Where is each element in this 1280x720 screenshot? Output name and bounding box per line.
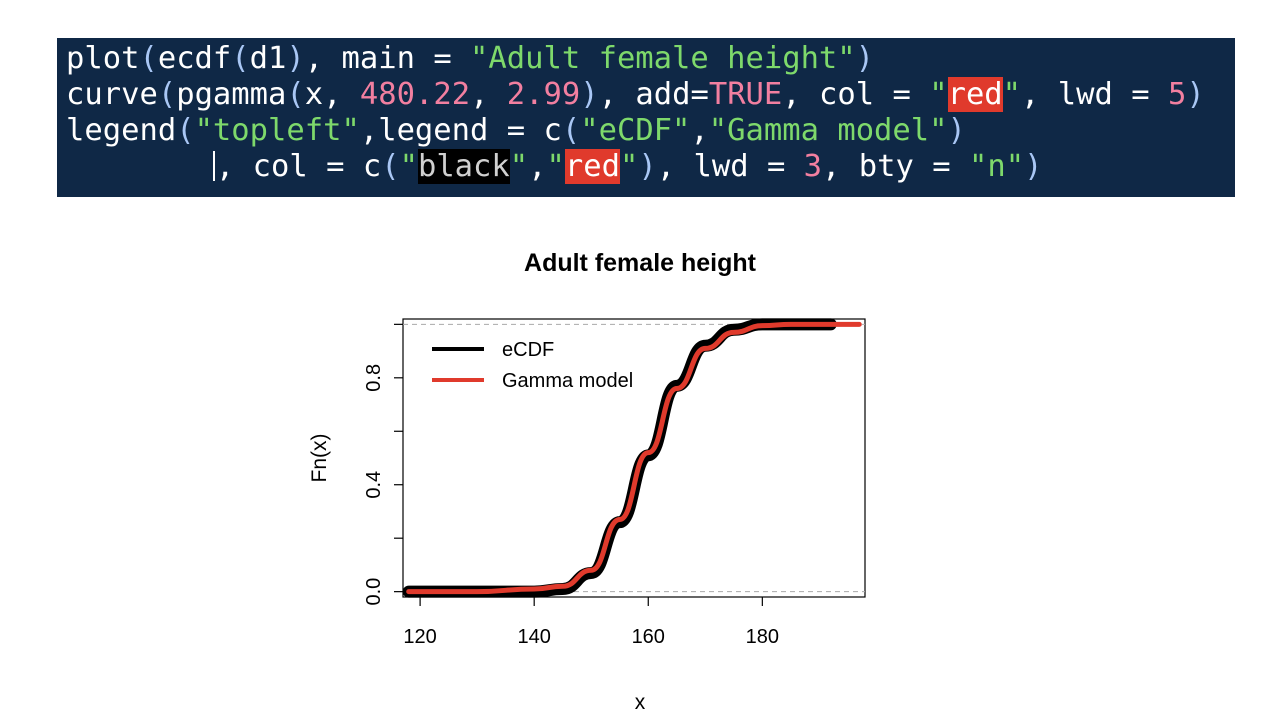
code-quote: " bbox=[546, 149, 565, 184]
code-editor[interactable]: plot(ecdf(d1), main = "Adult female heig… bbox=[57, 38, 1235, 197]
code-token: x bbox=[304, 77, 324, 112]
highlighted-black-text: black bbox=[417, 149, 510, 184]
code-number: 3 bbox=[803, 149, 823, 184]
highlighted-red-text: red bbox=[947, 77, 1003, 112]
gamma-model-line bbox=[406, 321, 862, 595]
text-cursor bbox=[212, 151, 215, 181]
code-token: bty bbox=[858, 149, 914, 184]
code-token: c bbox=[362, 149, 382, 184]
code-token: main bbox=[341, 41, 415, 76]
ecdf-line bbox=[402, 318, 837, 598]
y-tick-label: 0.0 bbox=[363, 578, 385, 606]
code-token: col bbox=[252, 149, 308, 184]
code-token: ecdf bbox=[157, 41, 232, 76]
code-line-4: , col = c("black","red"), lwd = 3, bty =… bbox=[66, 149, 1042, 185]
code-string: "Adult female height" bbox=[470, 41, 856, 76]
code-token: col bbox=[819, 77, 875, 112]
chart-title: Adult female height bbox=[524, 249, 757, 277]
code-number: 5 bbox=[1167, 77, 1187, 112]
code-string: "eCDF" bbox=[580, 113, 691, 148]
legend-label: eCDF bbox=[502, 339, 554, 361]
x-axis-label: x bbox=[635, 691, 646, 714]
code-quote: " bbox=[620, 149, 639, 184]
plot-area: 120 140 160 180 0.0 0.4 0.8 eCDF Gamma model bbox=[363, 318, 866, 648]
code-number: 2.99 bbox=[506, 77, 581, 112]
code-line-1: plot(ecdf(d1), main = "Adult female heig… bbox=[66, 41, 875, 76]
code-token: legend bbox=[66, 113, 177, 148]
code-token: lwd bbox=[1057, 77, 1113, 112]
code-token: plot bbox=[66, 41, 140, 76]
code-quote: " bbox=[929, 77, 948, 112]
code-token: add bbox=[635, 77, 691, 112]
plot-frame bbox=[402, 318, 866, 598]
code-token: curve bbox=[66, 77, 158, 112]
y-axis-label: Fn(x) bbox=[308, 434, 331, 483]
code-quote: " bbox=[509, 149, 529, 184]
code-string: "Gamma model" bbox=[708, 113, 948, 148]
code-line-2: curve(pgamma(x, 480.22, 2.99), add=TRUE,… bbox=[66, 77, 1205, 112]
code-quote: " bbox=[399, 149, 418, 184]
x-tick-label: 140 bbox=[517, 626, 550, 648]
y-tick-label: 0.8 bbox=[363, 364, 385, 392]
code-token: c bbox=[543, 113, 562, 148]
highlighted-red-text: red bbox=[564, 149, 620, 184]
legend-label: Gamma model bbox=[502, 370, 633, 392]
x-tick-label: 180 bbox=[746, 626, 779, 648]
code-token: lwd bbox=[693, 149, 749, 184]
y-tick-label: 0.4 bbox=[363, 471, 385, 499]
code-token: pgamma bbox=[176, 77, 287, 112]
code-line-3: legend("topleft",legend = c("eCDF","Gamm… bbox=[66, 113, 966, 148]
code-token: d1 bbox=[249, 41, 287, 76]
x-tick-label: 120 bbox=[403, 626, 436, 648]
code-keyword: TRUE bbox=[708, 77, 783, 112]
code-string: "topleft" bbox=[194, 113, 360, 148]
code-number: 480.22 bbox=[359, 77, 471, 112]
code-token: legend bbox=[378, 113, 489, 148]
x-tick-label: 160 bbox=[632, 626, 665, 648]
code-quote: " bbox=[1002, 77, 1022, 112]
code-string: "n" bbox=[968, 149, 1025, 184]
